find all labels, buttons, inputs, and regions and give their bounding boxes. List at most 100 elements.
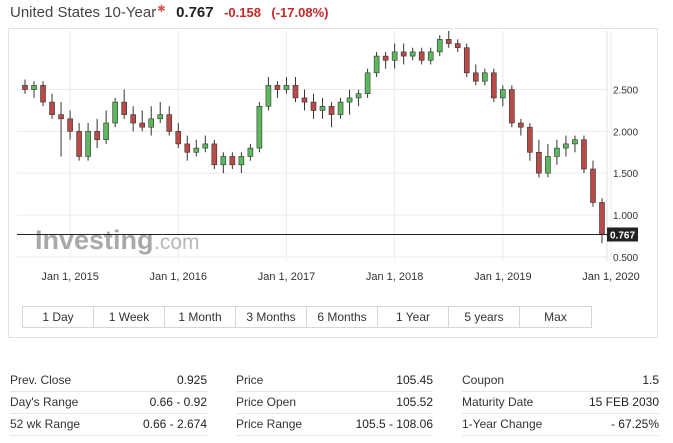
candle[interactable]	[454, 39, 461, 52]
candle[interactable]	[481, 68, 488, 86]
candle-body-up	[355, 93, 362, 99]
stat-label: Price Open	[236, 395, 297, 409]
candle[interactable]	[581, 135, 587, 174]
candle[interactable]	[491, 68, 497, 103]
candle[interactable]	[500, 85, 506, 107]
stat-label: Coupon	[462, 373, 505, 387]
candle-body-up	[220, 156, 227, 166]
candle-body-up	[283, 85, 290, 90]
range-tab-3-months[interactable]: 3 Months	[236, 307, 307, 327]
candle[interactable]	[130, 106, 136, 132]
stats-column-1: Prev. Close 0.925 Day's Range 0.66 - 0.92 52…	[10, 370, 207, 436]
candle[interactable]	[572, 135, 578, 153]
candle[interactable]	[256, 102, 263, 153]
candle[interactable]	[184, 135, 191, 161]
candle[interactable]	[545, 143, 551, 178]
candle[interactable]	[563, 135, 569, 157]
range-tab-5-years[interactable]: 5 years	[449, 307, 520, 327]
candle[interactable]	[472, 64, 479, 86]
range-tab-1-day[interactable]: 1 Day	[23, 307, 94, 327]
candle[interactable]	[346, 89, 353, 115]
candle[interactable]	[536, 139, 542, 178]
candle[interactable]	[409, 47, 416, 61]
candle[interactable]	[373, 51, 380, 77]
candle[interactable]	[554, 139, 560, 165]
candle[interactable]	[382, 51, 389, 69]
candle-body-down	[274, 85, 281, 90]
candle[interactable]	[518, 118, 524, 136]
range-tab-1-month[interactable]: 1 Month	[165, 307, 236, 327]
candle[interactable]	[121, 89, 127, 119]
candle-body-up	[373, 55, 380, 74]
candle-body-up	[238, 156, 245, 166]
candle[interactable]	[436, 35, 443, 57]
candle[interactable]	[139, 110, 146, 132]
candle[interactable]	[220, 152, 227, 174]
candle-body-down	[581, 139, 587, 170]
candle[interactable]	[364, 68, 371, 98]
chart-panel: Investing .com 0.500 1.000 1.500 2.000 2.500…	[8, 28, 658, 338]
stat-row: Day's Range 0.66 - 0.92	[10, 392, 207, 414]
candle[interactable]	[67, 110, 73, 140]
range-tab-6-months[interactable]: 6 Months	[307, 307, 378, 327]
candle[interactable]	[247, 143, 254, 161]
candle[interactable]	[590, 160, 596, 207]
candle[interactable]	[509, 85, 515, 128]
candle[interactable]	[355, 89, 362, 107]
stat-label: Price Range	[236, 417, 303, 431]
stat-label: Day's Range	[10, 395, 79, 409]
candle[interactable]	[40, 81, 46, 107]
candle[interactable]	[148, 106, 155, 136]
candle[interactable]	[427, 47, 434, 65]
stat-label: 1-Year Change	[462, 417, 543, 431]
candle[interactable]	[175, 123, 182, 149]
candle[interactable]	[157, 102, 164, 123]
stat-label: Maturity Date	[462, 395, 534, 409]
candle[interactable]	[445, 31, 452, 48]
candle-body-down	[121, 101, 127, 115]
candle-body-down	[527, 126, 533, 153]
candle[interactable]	[527, 123, 533, 161]
candle-body-up	[409, 51, 416, 57]
candle[interactable]	[112, 97, 118, 128]
candle[interactable]	[22, 79, 28, 94]
candle[interactable]	[202, 135, 209, 153]
candle[interactable]	[211, 139, 218, 169]
range-tab-1-week[interactable]: 1 Week	[94, 307, 165, 327]
candle[interactable]	[229, 152, 236, 169]
candle[interactable]	[265, 77, 272, 111]
candle[interactable]	[85, 123, 91, 161]
star-icon[interactable]: ✱	[157, 4, 166, 15]
candle[interactable]	[599, 198, 605, 244]
candle-body-up	[85, 131, 91, 157]
candle[interactable]	[166, 106, 173, 136]
candle[interactable]	[103, 110, 109, 144]
candle[interactable]	[94, 118, 100, 149]
candle[interactable]	[31, 81, 37, 98]
range-tab-max[interactable]: Max	[544, 310, 567, 324]
candle[interactable]	[301, 89, 308, 111]
candle[interactable]	[238, 152, 245, 174]
candle-body-down	[472, 72, 479, 82]
candle[interactable]	[337, 97, 344, 119]
candle[interactable]	[76, 123, 82, 161]
candle[interactable]	[391, 43, 398, 69]
last-price-badge	[607, 227, 638, 242]
candle[interactable]	[49, 93, 55, 119]
y-axis-ticks: 0.500 1.000 1.500 2.000 2.500	[613, 86, 638, 264]
candle[interactable]	[283, 77, 290, 94]
candle[interactable]	[193, 139, 200, 157]
range-tab-1-year[interactable]: 1 Year	[378, 307, 449, 327]
candle[interactable]	[400, 43, 407, 65]
candle[interactable]	[328, 102, 335, 128]
candle[interactable]	[310, 93, 317, 119]
candle[interactable]	[319, 97, 326, 119]
price-chart[interactable]: Investing .com 0.500 1.000 1.500 2.000 2.500…	[9, 29, 657, 337]
candle-body-up	[500, 89, 506, 99]
candle[interactable]	[463, 43, 470, 77]
stat-row: Price 105.45	[236, 370, 433, 392]
candle[interactable]	[292, 77, 299, 103]
candle[interactable]	[274, 81, 281, 98]
candle[interactable]	[58, 102, 64, 157]
candle[interactable]	[418, 47, 425, 65]
